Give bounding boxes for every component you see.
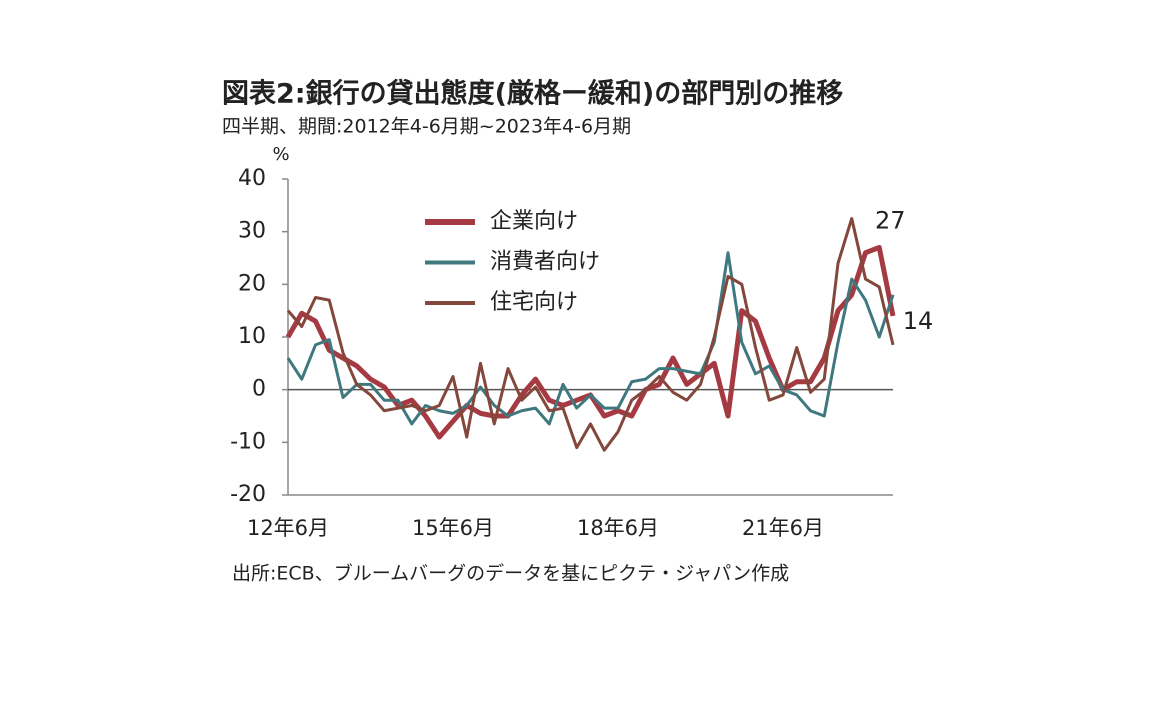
chart-title: 図表2:銀行の貸出態度(厳格ー緩和)の部門別の推移 bbox=[222, 78, 843, 110]
legend-label: 企業向け bbox=[490, 209, 578, 234]
y-tick-label: 10 bbox=[238, 324, 266, 349]
x-tick-label: 21年6月 bbox=[742, 516, 824, 540]
y-tick-label: -10 bbox=[230, 429, 266, 454]
series-line bbox=[285, 244, 896, 440]
y-axis-label: % bbox=[272, 144, 289, 165]
chart-subtitle: 四半期、期間:2012年4-6月期~2023年4-6月期 bbox=[222, 116, 631, 138]
legend-label: 消費者向け bbox=[490, 250, 600, 275]
series-line bbox=[286, 217, 895, 452]
y-tick-label: 20 bbox=[238, 271, 266, 296]
x-tick-label: 15年6月 bbox=[412, 516, 494, 540]
y-tick-label: 40 bbox=[238, 166, 266, 191]
y-tick-label: 30 bbox=[238, 219, 266, 244]
x-tick-label: 18年6月 bbox=[577, 516, 659, 540]
source-note: 出所:ECB、ブルームバーグのデータを基にピクテ・ジャパン作成 bbox=[232, 562, 789, 585]
value-label: 14 bbox=[903, 307, 934, 335]
y-tick-label: 0 bbox=[252, 377, 266, 402]
x-tick-label: 12年6月 bbox=[247, 516, 329, 540]
value-label: 27 bbox=[875, 206, 906, 234]
legend-label: 住宅向け bbox=[490, 290, 578, 315]
series-line bbox=[286, 251, 895, 426]
y-tick-label: -20 bbox=[230, 482, 266, 507]
